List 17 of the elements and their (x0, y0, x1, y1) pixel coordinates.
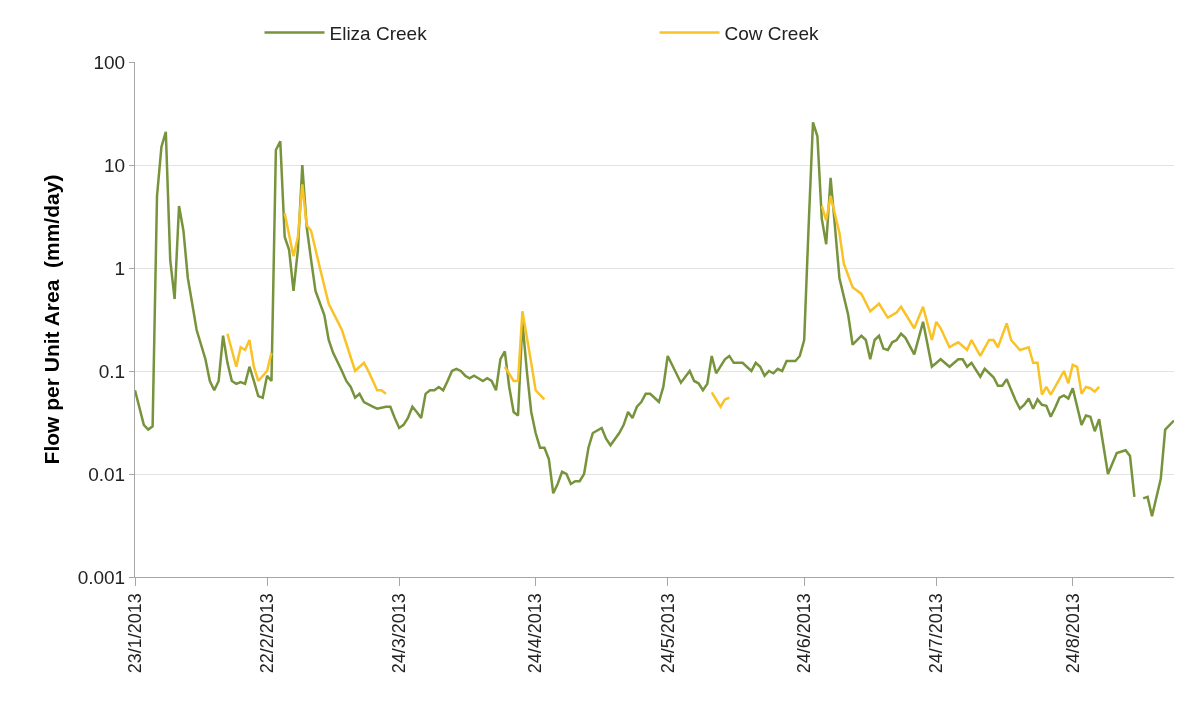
x-tick-label: 24/6/2013 (794, 593, 815, 674)
legend-label: Cow Creek (724, 22, 819, 44)
y-tick-label: 0.1 (98, 360, 126, 382)
x-tick-label: 24/5/2013 (657, 593, 678, 674)
legend-label: Eliza Creek (329, 22, 428, 44)
x-tick-label: 24/4/2013 (525, 593, 546, 674)
x-tick-label: 24/3/2013 (389, 593, 409, 674)
y-tick-label: 10 (104, 154, 126, 176)
x-tick-label: 24/8/2013 (1062, 593, 1083, 674)
y-tick-label: 0.001 (77, 566, 126, 588)
y-tick-label: 0.01 (88, 463, 126, 485)
x-tick-label: 24/7/2013 (926, 593, 947, 674)
x-tick-label: 22/2/2013 (256, 593, 277, 674)
x-tick-label: 23/1/2013 (124, 593, 145, 674)
y-axis-title: Flow per Unit Area (mm/day) (39, 174, 63, 465)
y-tick-label: 1 (114, 257, 126, 279)
y-tick-label: 100 (93, 51, 126, 73)
